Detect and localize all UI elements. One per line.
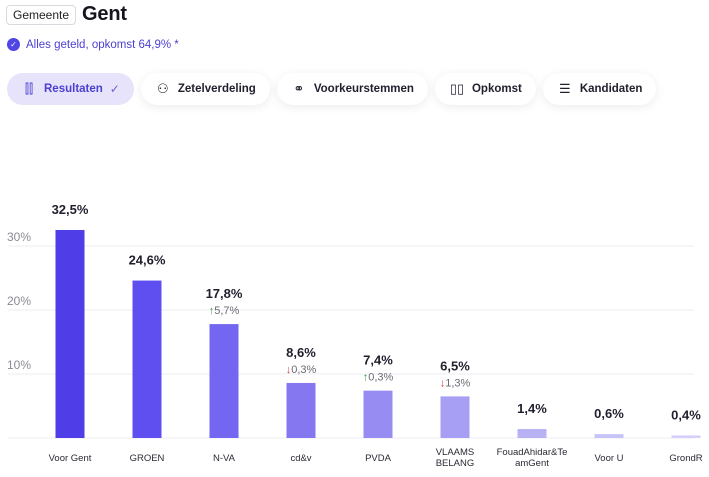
bar [671,435,701,438]
tab-label: Voorkeurstemmen [313,83,414,95]
tab-zetelverdeling[interactable]: ⚇ Zetelverdeling [140,73,270,105]
value-label: 24,6% [129,253,166,268]
x-tick-label: FouadAhidar&Te amGent [497,447,568,469]
bar-chart-icon: ⫿⫿ [24,81,34,96]
people-icon: ⚭ [293,81,305,96]
x-tick-label: Voor U [594,453,623,464]
arrow-down-icon: ↓ [440,377,446,389]
tab-label: Resultaten [44,83,103,95]
x-tick-label: GrondR [669,453,702,464]
x-tick-label: Voor Gent [49,453,92,464]
delta-value: 0,3% [368,372,393,384]
tab-kandidaten[interactable]: ☰ Kandidaten [542,73,657,105]
delta-label: ↓0,3% [286,364,317,376]
value-label: 7,4% [363,353,393,368]
delta-label: ↑0,3% [363,372,394,384]
seats-icon: ⚇ [157,81,169,96]
x-tick-line: PVDA [365,453,392,464]
delta-label: ↑5,7% [209,305,240,317]
tab-label: Kandidaten [579,83,643,95]
value-label: 8,6% [286,345,316,360]
tab-voorkeurstemmen[interactable]: ⚭ Voorkeurstemmen [276,73,428,105]
bar [363,390,393,438]
municipality-badge: Gemeente [6,4,77,25]
x-tick-line: VLAAMS [436,447,475,458]
header: Gemeente Gent [6,3,127,26]
check-circle-icon: ✓ [7,38,20,51]
bar [517,429,547,438]
bar [55,230,85,438]
value-label: 0,4% [671,407,701,422]
x-tick-label: cd&v [290,453,311,464]
tab-opkomst[interactable]: ▯▯ Opkomst [434,73,536,105]
list-icon: ☰ [558,81,571,96]
value-label: 1,4% [517,401,547,416]
arrow-up-icon: ↑ [363,372,369,384]
x-tick-line: GrondR [669,453,702,464]
delta-value: 1,3% [445,377,470,389]
tab-label: Opkomst [471,83,522,95]
value-label: 17,8% [206,286,243,301]
x-tick-line: Voor U [594,453,623,464]
x-tick-line: cd&v [290,453,311,464]
arrow-up-icon: ↑ [209,305,215,317]
tab-label: Zetelverdeling [177,83,256,95]
value-label: 32,5% [52,202,89,217]
bar [209,324,239,438]
y-tick-label: 30% [7,230,31,244]
tab-bar: ⫿⫿ Resultaten ✓ ⚇ Zetelverdeling ⚭ Voork… [7,73,657,105]
bar [286,382,316,438]
x-tick-line: amGent [515,458,549,469]
y-tick-label: 10% [7,358,31,372]
delta-label: ↓1,3% [440,377,471,389]
x-tick-line: GROEN [130,453,165,464]
bar [440,396,470,438]
arrow-down-icon: ↓ [286,364,292,376]
y-tick-label: 20% [7,294,31,308]
tab-resultaten[interactable]: ⫿⫿ Resultaten ✓ [7,73,134,105]
page-title: Gent [82,3,127,25]
checkmark-icon: ✓ [109,82,120,96]
delta-value: 5,7% [214,305,239,317]
x-tick-label: VLAAMS BELANG [436,447,475,469]
value-label: 6,5% [440,358,470,373]
x-tick-label: GROEN [130,453,165,464]
x-tick-line: BELANG [436,458,475,469]
value-label: 0,6% [594,406,624,421]
count-status: ✓ Alles geteld, opkomst 64,9% * [7,38,179,51]
bar [594,434,624,438]
x-tick-line: N-VA [213,453,236,464]
x-tick-label: N-VA [213,453,236,464]
delta-value: 0,3% [291,364,316,376]
status-text: Alles geteld, opkomst 64,9% * [26,38,179,51]
bar [132,280,162,438]
map-icon: ▯▯ [449,81,465,96]
x-tick-label: PVDA [365,453,392,464]
x-tick-line: FouadAhidar&Te [497,447,568,458]
x-tick-line: Voor Gent [49,453,92,464]
